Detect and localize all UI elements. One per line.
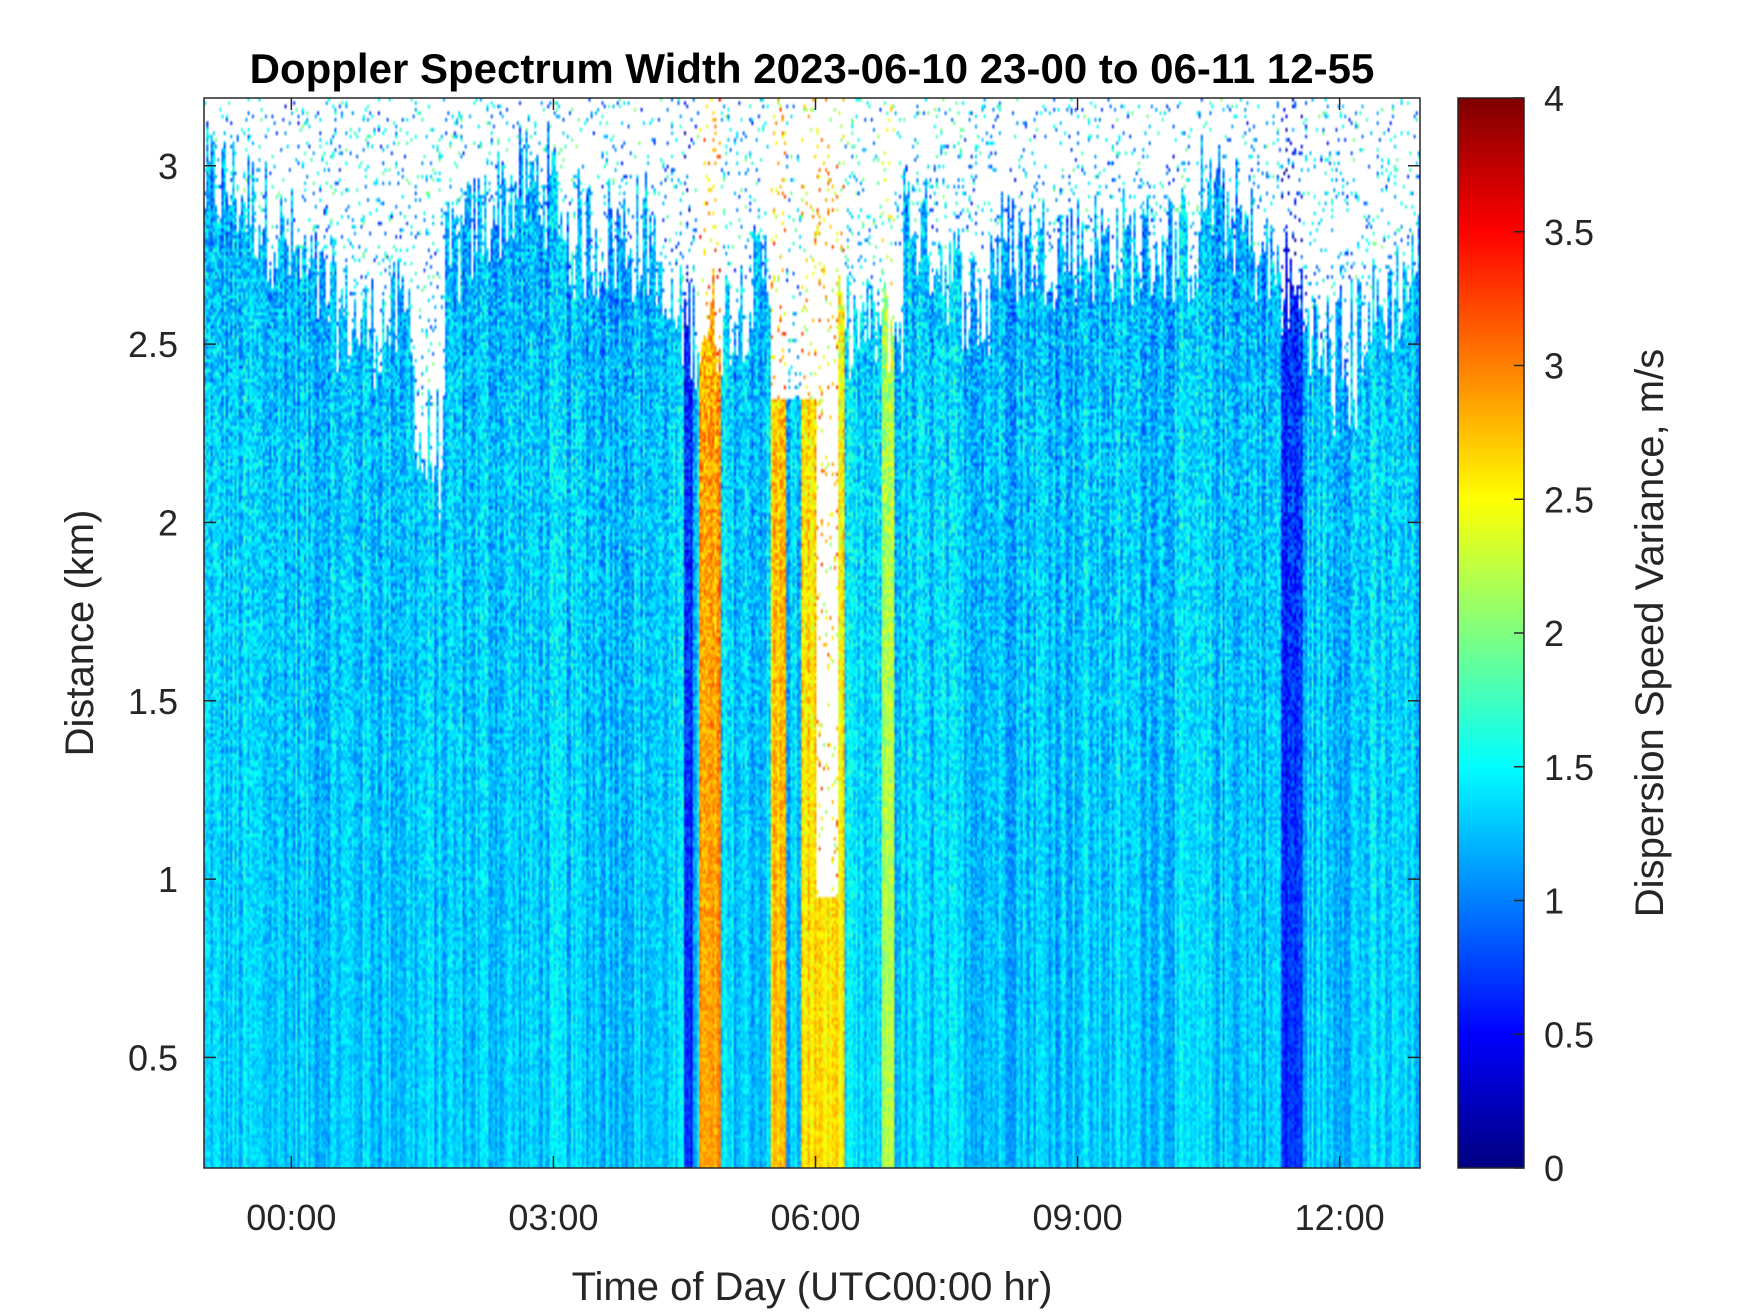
x-tick-label: 03:00	[508, 1197, 598, 1238]
x-tick-label: 00:00	[246, 1197, 336, 1238]
y-tick-label: 1	[158, 859, 178, 900]
colorbar-axis: 0 0.5 1 1.5 2 2.5 3 3.5 4	[1514, 78, 1594, 1189]
colorbar-tick-label: 1	[1544, 881, 1564, 922]
colorbar-tick-label: 0	[1544, 1148, 1564, 1189]
y-tick-label: 1.5	[128, 681, 178, 722]
heatmap-image	[204, 98, 1420, 1168]
colorbar-tick-label: 4	[1544, 78, 1564, 119]
x-axis: 00:00 03:00 06:00 09:00 12:00	[246, 98, 1385, 1238]
colorbar	[1457, 97, 1525, 1169]
colorbar-label: Dispersion Speed Variance, m/s	[1628, 349, 1672, 917]
x-tick-label: 12:00	[1295, 1197, 1385, 1238]
y-tick-label: 3	[158, 146, 178, 187]
colorbar-tick-label: 2.5	[1544, 479, 1594, 520]
colorbar-tick-label: 1.5	[1544, 747, 1594, 788]
y-axis: 0.5 1 1.5 2 2.5 3	[128, 146, 1420, 1078]
y-tick-label: 2.5	[128, 324, 178, 365]
x-tick-label: 09:00	[1033, 1197, 1123, 1238]
colorbar-tick-label: 0.5	[1544, 1014, 1594, 1055]
y-axis-label: Distance (km)	[58, 510, 102, 757]
y-tick-label: 0.5	[128, 1037, 178, 1078]
y-tick-label: 2	[158, 502, 178, 543]
colorbar-tick-label: 3	[1544, 346, 1564, 387]
plot-frame	[203, 97, 1421, 1169]
colorbar-tick-label: 2	[1544, 613, 1564, 654]
colorbar-tick-label: 3.5	[1544, 212, 1594, 253]
chart-title: Doppler Spectrum Width 2023-06-10 23-00 …	[250, 45, 1375, 92]
x-axis-label: Time of Day (UTC00:00 hr)	[572, 1265, 1053, 1309]
x-tick-label: 06:00	[770, 1197, 860, 1238]
